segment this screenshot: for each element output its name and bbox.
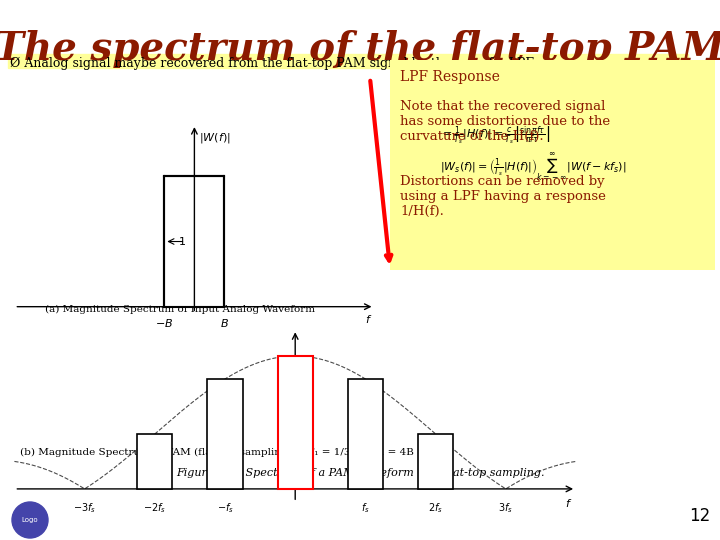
Bar [278,356,312,489]
Bar [390,60,715,270]
Text: $= \frac{1}{T_s}|H(f)| = \frac{c}{T_s}\left|\frac{\sin\pi f\tau}{\pi f\tau}\righ: $= \frac{1}{T_s}|H(f)| = \frac{c}{T_s}\l… [440,125,550,146]
Text: $2f_s$: $2f_s$ [428,501,443,515]
Text: $-B$: $-B$ [156,317,174,329]
Text: Figure 3-6   Spectrum of a PAM waveform with flat-top sampling.: Figure 3-6 Spectrum of a PAM waveform wi… [176,468,544,478]
Text: $B$: $B$ [220,317,229,329]
Text: 12: 12 [689,507,711,525]
Text: LPF Response: LPF Response [400,70,500,84]
Bar [348,379,383,489]
Bar [207,379,243,489]
Bar [8,54,688,68]
Text: Distortions can be removed by
using a LPF having a response
1/H(f).: Distortions can be removed by using a LP… [400,175,606,218]
Text: Ø Analog signal maybe recovered from the flat-top PAM signal by the use of a LPF: Ø Analog signal maybe recovered from the… [10,57,536,70]
Bar [138,434,172,489]
Text: $f$: $f$ [565,497,572,509]
Text: (a) Magnitude Spectrum of Input Analog Waveform: (a) Magnitude Spectrum of Input Analog W… [45,305,315,314]
Text: 1: 1 [179,237,186,247]
Bar [278,356,312,489]
Bar [418,434,453,489]
Text: Note that the recovered signal
has some distortions due to the
curvature of the : Note that the recovered signal has some … [400,100,610,143]
Text: The spectrum of the flat-top PAM: The spectrum of the flat-top PAM [0,30,720,68]
Text: $3f_s$: $3f_s$ [498,501,513,515]
Text: $|W_s(f)| = \left(\frac{1}{T_s}|H(f)|\right)\sum_{k=-\infty}^{\infty}|W(f - kf_s: $|W_s(f)| = \left(\frac{1}{T_s}|H(f)|\ri… [440,150,626,183]
Text: $-2f_s$: $-2f_s$ [143,501,166,515]
Text: $-f_s$: $-f_s$ [217,501,233,515]
Text: $-3f_s$: $-3f_s$ [73,501,96,515]
Text: Logo: Logo [22,517,38,523]
Text: $f$: $f$ [365,313,372,325]
Circle shape [12,502,48,538]
Text: (b) Magnitude Spectrum of FAM (flat-top sampling), τ/T₁ = 1/3 and f₁ = 4B: (b) Magnitude Spectrum of FAM (flat-top … [20,448,414,457]
Text: $|W(f)|$: $|W(f)|$ [199,131,231,145]
Text: $f_s$: $f_s$ [361,501,370,515]
